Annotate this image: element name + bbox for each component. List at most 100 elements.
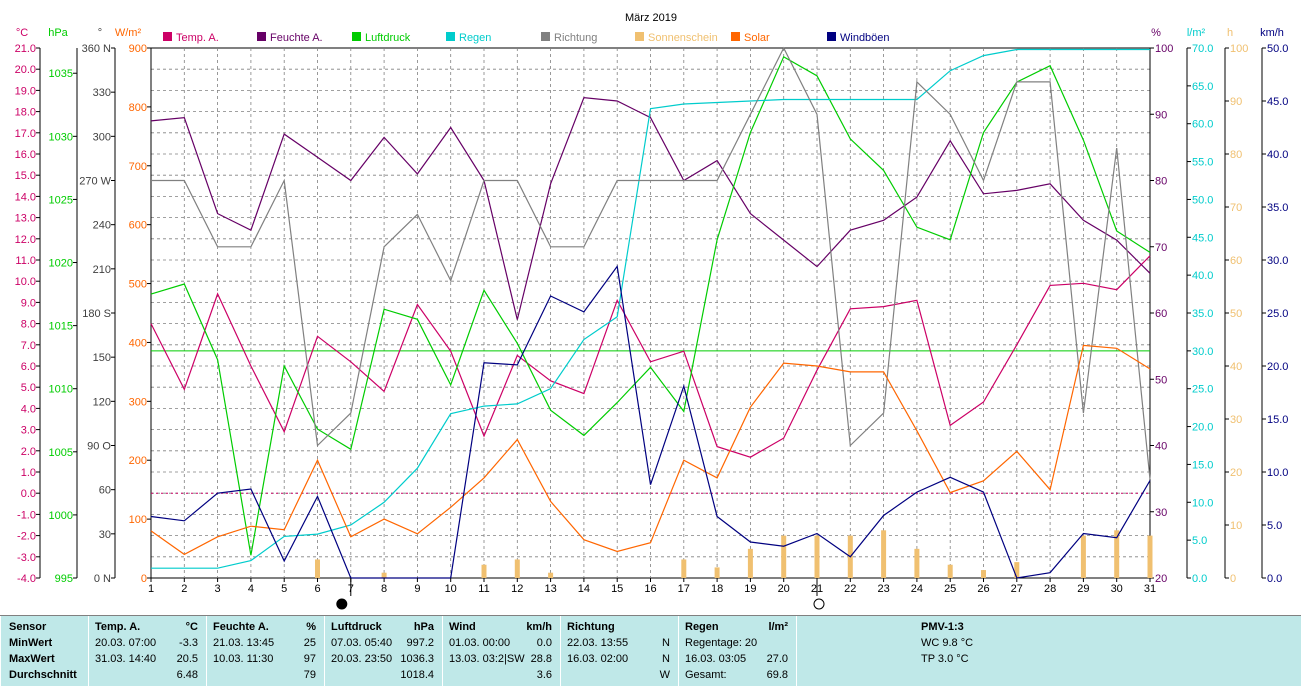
reference-lines — [151, 350, 1150, 494]
axis-tick-label-pressure: 1005 — [49, 447, 73, 459]
axis-tick-label-rain: 15.0 — [1192, 459, 1213, 471]
axis-tick-label-temp: 15.0 — [15, 170, 36, 182]
series-line-regen — [151, 48, 1150, 569]
axis-tick-label-temp: 5.0 — [21, 382, 36, 394]
axis-unit-rain: l/m² — [1187, 27, 1206, 39]
rain-header: Regen — [685, 621, 719, 633]
x-tick-label: 6 — [314, 583, 320, 595]
legend-swatch — [163, 32, 172, 41]
stats-col-pmv: PMV-1:3 WC 9.8 °C TP 3.0 °C — [796, 616, 1301, 686]
temp-avg: 6.48 — [176, 669, 198, 681]
axis-tick-label-solar: 100 — [129, 514, 147, 526]
direction-header: Richtung — [567, 621, 615, 633]
sunshine-bars — [315, 530, 1153, 578]
temp-unit: °C — [185, 621, 198, 633]
sunshine-bar — [947, 564, 953, 578]
x-tick-label: 15 — [611, 583, 623, 595]
sunshine-bar — [1080, 535, 1086, 578]
series-line-temp-a- — [150, 255, 1151, 458]
rain-max-date: 16.03. 03:05 — [685, 653, 747, 665]
axis-tick-label-direction: 120 — [93, 396, 111, 408]
chart-title: März 2019 — [625, 12, 677, 24]
axis-tick-label-sunshine: 0 — [1230, 573, 1236, 585]
x-axis: 1234567891011121314151617181920212223242… — [148, 578, 1156, 595]
direction-avg: W — [659, 669, 670, 681]
legend-label: Windböen — [840, 32, 890, 44]
axis-tick-label-humidity: 100 — [1155, 43, 1173, 55]
axis-tick-label-pressure: 995 — [55, 573, 73, 585]
sensor-header: Sensor — [9, 621, 47, 633]
axis-tick-label-rain: 70.0 — [1192, 43, 1213, 55]
axis-tick-label-sunshine: 50 — [1230, 308, 1242, 320]
axis-unit-pressure: hPa — [48, 27, 68, 39]
humidity-max-date: 10.03. 11:30 — [213, 653, 274, 665]
direction-min-value: N — [662, 637, 670, 649]
axis-tick-label-sunshine: 70 — [1230, 202, 1242, 214]
axis-tick-label-sunshine: 100 — [1230, 43, 1248, 55]
wind-avg: 3.6 — [536, 669, 552, 681]
sunshine-bar — [381, 572, 387, 578]
sunshine-bar — [914, 548, 920, 578]
wind-unit: km/h — [526, 621, 552, 633]
axis-tick-label-wind: 20.0 — [1267, 361, 1288, 373]
pressure-max-value: 1036.3 — [400, 653, 434, 665]
axis-tick-label-rain: 45.0 — [1192, 232, 1213, 244]
x-tick-label: 2 — [181, 583, 187, 595]
rain-total-label: Gesamt: — [685, 669, 727, 681]
weather-chart: März 2019 21.020.019.018.017.016.015.014… — [14, 12, 1289, 610]
axis-tick-label-rain: 30.0 — [1192, 346, 1213, 358]
axis-tick-label-rain: 40.0 — [1192, 270, 1213, 282]
full-moon-icon — [813, 598, 825, 610]
axis-unit-temp: °C — [16, 27, 28, 39]
axis-tick-label-wind: 15.0 — [1267, 414, 1288, 426]
temp-max-value: 20.5 — [176, 653, 198, 665]
axis-tick-label-temp: 8.0 — [21, 319, 36, 331]
axis-tick-label-wind: 45.0 — [1267, 96, 1288, 108]
x-tick-label: 27 — [1011, 583, 1023, 595]
x-tick-label: 3 — [215, 583, 221, 595]
axis-tick-label-rain: 55.0 — [1192, 157, 1213, 169]
axis-tick-label-humidity: 60 — [1155, 308, 1167, 320]
grid — [151, 48, 1150, 578]
x-tick-label: 11 — [478, 583, 489, 595]
sunshine-bar — [681, 559, 687, 578]
series-line-richtung — [151, 46, 1151, 480]
sunshine-bar — [1147, 535, 1153, 578]
axis-tick-label-temp: 3.0 — [21, 425, 36, 437]
axis-tick-label-wind: 40.0 — [1267, 149, 1288, 161]
humidity-min-date: 21.03. 13:45 — [213, 637, 275, 649]
axis-tick-label-sunshine: 20 — [1230, 467, 1242, 479]
stats-col-pressure: Luftdruck hPa 07.03. 05:40 997.2 20.03. … — [324, 616, 442, 686]
axis-tick-label-temp: 19.0 — [15, 85, 36, 97]
new-moon-icon — [336, 598, 348, 610]
axis-tick-label-rain: 50.0 — [1192, 194, 1213, 206]
axis-tick-label-sunshine: 90 — [1230, 96, 1242, 108]
x-tick-label: 19 — [744, 583, 756, 595]
axes: 21.0 20.0 19.0 18.0 17.0 16.0 15.0 14.0 13.0 12.0… — [15, 43, 1289, 585]
axis-tick-label-temp: 1.0 — [21, 467, 36, 479]
axis-tick-label-direction: 30 — [99, 529, 111, 541]
axis-tick-label-rain: 65.0 — [1192, 81, 1213, 93]
axis-tick-label-temp: 18.0 — [15, 107, 36, 119]
stats-col-sensor: Sensor MinWert MaxWert Durchschnitt — [0, 616, 88, 686]
x-tick-label: 31 — [1144, 583, 1156, 595]
axis-tick-label-solar: 0 — [141, 573, 147, 585]
axis-tick-label-temp: 21.0 — [15, 43, 36, 55]
stats-col-rain: Regen l/m² Regentage: 20 16.03. 03:05 27… — [678, 616, 796, 686]
axis-tick-label-wind: 10.0 — [1267, 467, 1288, 479]
series-line-windb-en — [150, 264, 1151, 579]
axis-tick-label-temp: 12.0 — [15, 234, 36, 246]
x-tick-label: 16 — [644, 583, 656, 595]
axis-tick-label-solar: 200 — [129, 455, 147, 467]
axis-tick-label-pressure: 1020 — [49, 258, 73, 270]
series-lines — [150, 46, 1151, 579]
axis-tick-label-wind: 0.0 — [1267, 573, 1282, 585]
legend-swatch — [446, 32, 455, 41]
axis-tick-label-sunshine: 30 — [1230, 414, 1242, 426]
maxwert-label: MaxWert — [9, 653, 55, 665]
legend-label: Regen — [459, 32, 491, 44]
direction-min-date: 22.03. 13:55 — [567, 637, 629, 649]
rain-unit: l/m² — [768, 621, 788, 633]
axis-tick-label-rain: 60.0 — [1192, 119, 1213, 131]
x-tick-label: 9 — [414, 583, 420, 595]
